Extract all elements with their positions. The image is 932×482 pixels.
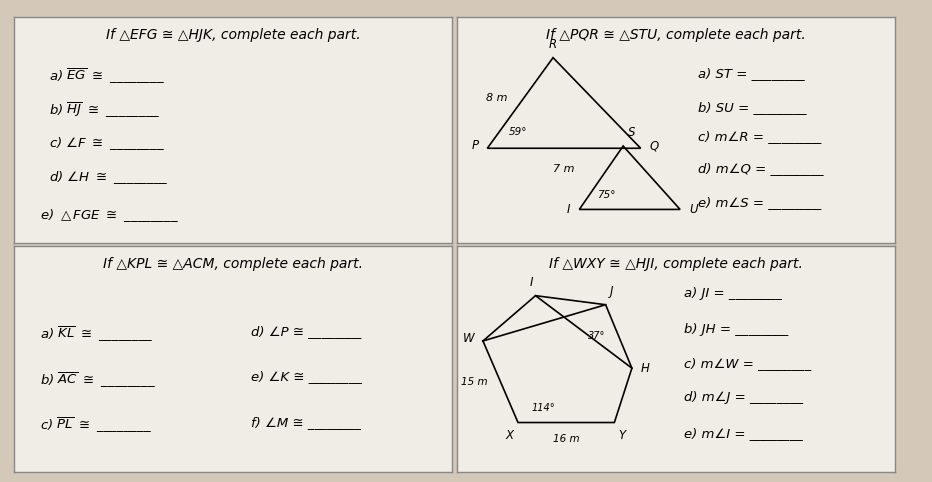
Text: R: R [549,38,557,51]
Text: If △WXY ≅ △HJI, complete each part.: If △WXY ≅ △HJI, complete each part. [549,257,802,271]
Text: c) $\angle F$ $\cong$ ________: c) $\angle F$ $\cong$ ________ [49,134,165,152]
Text: 75°: 75° [596,190,615,201]
Text: X: X [505,429,514,442]
Text: 114°: 114° [531,403,555,414]
Text: c) $\overline{PL}$ $\cong$ ________: c) $\overline{PL}$ $\cong$ ________ [40,415,152,435]
Text: c) m∠R = ________: c) m∠R = ________ [697,130,821,143]
Text: If △PQR ≅ △STU, complete each part.: If △PQR ≅ △STU, complete each part. [546,28,805,42]
Text: a) $\overline{KL}$ $\cong$ ________: a) $\overline{KL}$ $\cong$ ________ [40,325,154,344]
Text: b) $\overline{AC}$ $\cong$ ________: b) $\overline{AC}$ $\cong$ ________ [40,370,157,389]
Text: e) m∠I = ________: e) m∠I = ________ [684,427,803,440]
Text: d) m∠J = ________: d) m∠J = ________ [684,391,803,404]
Text: d) m∠Q = ________: d) m∠Q = ________ [697,162,823,175]
Text: b) SU = ________: b) SU = ________ [697,101,806,114]
Text: a) JI = ________: a) JI = ________ [684,287,782,300]
Text: 59°: 59° [509,127,528,137]
Text: a) ST = ________: a) ST = ________ [697,67,804,80]
Text: If △KPL ≅ △ACM, complete each part.: If △KPL ≅ △ACM, complete each part. [103,257,363,271]
Text: d) ∠P ≅ ________: d) ∠P ≅ ________ [251,325,361,338]
Text: b) JH = ________: b) JH = ________ [684,323,788,336]
Text: f) ∠M ≅ ________: f) ∠M ≅ ________ [251,415,361,428]
Text: I: I [567,203,570,216]
Text: W: W [462,332,474,345]
Text: e) $\triangle FGE$ $\cong$ ________: e) $\triangle FGE$ $\cong$ ________ [40,207,179,224]
Text: U: U [689,203,697,216]
Text: 16 m: 16 m [553,434,580,444]
Text: d) $\angle H$ $\cong$ ________: d) $\angle H$ $\cong$ ________ [49,169,169,186]
Text: H: H [640,362,650,375]
Text: e) ∠K ≅ ________: e) ∠K ≅ ________ [251,370,362,383]
Text: 7 m: 7 m [554,164,575,174]
Text: P: P [472,139,479,152]
Text: 37°: 37° [588,332,606,341]
Text: Q: Q [650,139,659,152]
Text: e) m∠S = ________: e) m∠S = ________ [697,196,821,209]
Text: S: S [627,126,635,139]
Text: c) m∠W = ________: c) m∠W = ________ [684,357,812,370]
Text: Y: Y [619,429,626,442]
Text: I: I [529,276,533,289]
Text: 15 m: 15 m [460,377,487,387]
Text: a) $\overline{EG}$ $\cong$ ________: a) $\overline{EG}$ $\cong$ ________ [49,67,165,86]
Text: 8 m: 8 m [486,94,507,104]
Text: J: J [610,285,613,298]
Text: If △EFG ≅ △HJK, complete each part.: If △EFG ≅ △HJK, complete each part. [105,28,361,42]
Text: b) $\overline{HJ}$ $\cong$ ________: b) $\overline{HJ}$ $\cong$ ________ [49,101,160,120]
